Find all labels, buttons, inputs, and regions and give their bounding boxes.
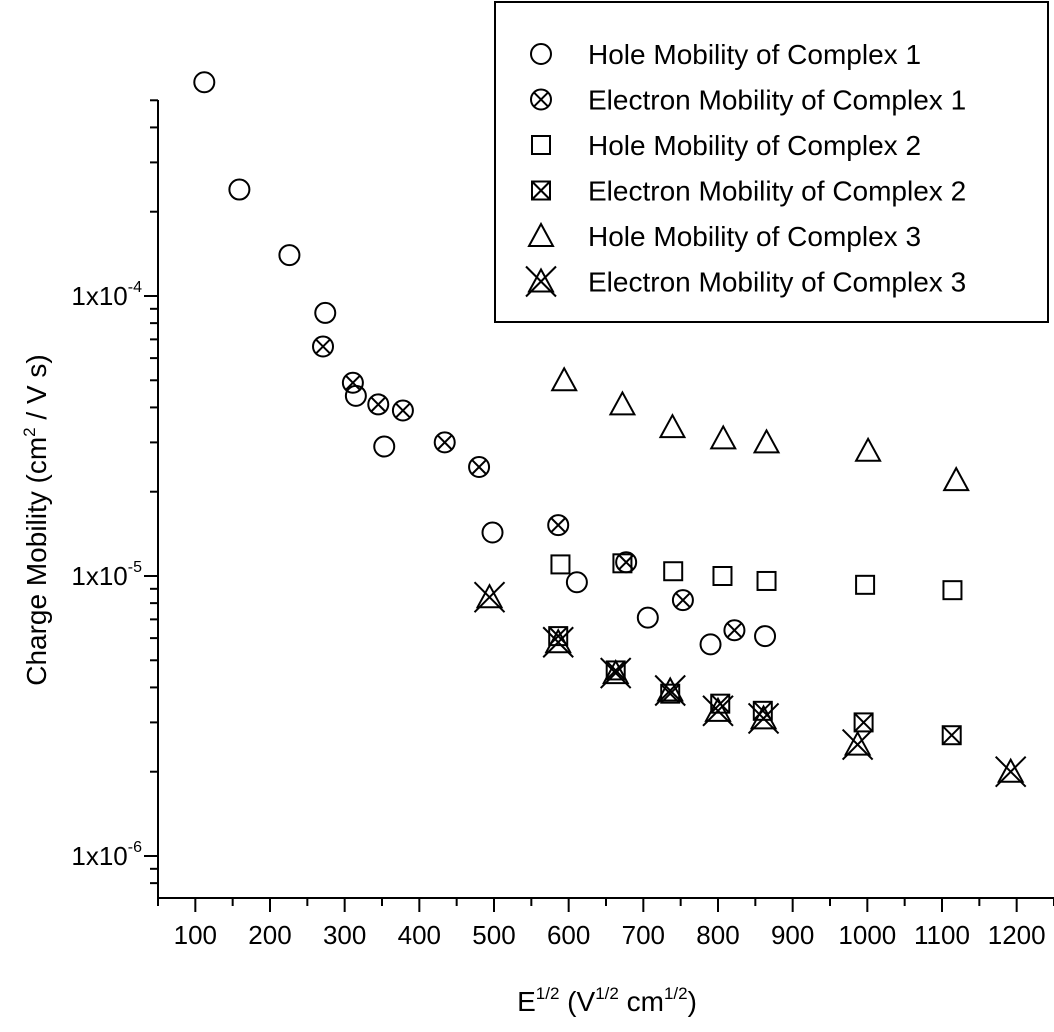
- y-axis-label-text: Charge Mobility (cm: [21, 437, 52, 686]
- data-point: [996, 757, 1026, 787]
- series-6: [475, 582, 1026, 787]
- x-tick-label: 800: [696, 920, 739, 950]
- data-point: [943, 726, 961, 744]
- data-point: [313, 337, 333, 357]
- data-point: [944, 468, 968, 490]
- legend-label: Hole Mobility of Complex 1: [588, 39, 921, 70]
- data-point: [758, 572, 776, 590]
- data-point: [543, 627, 573, 657]
- x-tick-label: 300: [323, 920, 366, 950]
- data-point: [374, 437, 394, 457]
- data-point: [664, 562, 682, 580]
- data-point: [483, 523, 503, 543]
- data-point: [610, 392, 634, 414]
- x-tick-label: 1200: [988, 920, 1046, 950]
- data-point: [229, 180, 249, 200]
- data-point: [567, 572, 587, 592]
- legend-label: Hole Mobility of Complex 2: [588, 130, 921, 161]
- x-ticks: 100 200 300 400 500 600 700 800 900 1000 1100 1200: [158, 898, 1054, 950]
- y-tick-label: 1x10-6: [71, 839, 142, 871]
- x-axis-label-unit: (V: [559, 986, 595, 1017]
- data-point: [435, 432, 455, 452]
- x-axis-label-unit-mid: cm: [619, 986, 664, 1017]
- legend-label: Electron Mobility of Complex 1: [588, 85, 966, 116]
- data-point: [548, 515, 568, 535]
- x-tick-label: 700: [622, 920, 665, 950]
- data-point: [279, 245, 299, 265]
- x-tick-label: 1100: [914, 920, 970, 950]
- x-axis-label-unit-sup2: 1/2: [664, 984, 688, 1003]
- data-point: [660, 415, 684, 437]
- data-point: [601, 658, 631, 688]
- data-point: [343, 373, 363, 393]
- data-point: [551, 555, 569, 573]
- data-point: [755, 626, 775, 646]
- x-tick-label: 200: [248, 920, 291, 950]
- x-axis-label-unit-close: ): [688, 986, 697, 1017]
- data-point: [469, 457, 489, 477]
- data-point: [713, 567, 731, 585]
- series-3: [551, 554, 961, 599]
- data-point: [475, 582, 505, 612]
- data-point: [346, 386, 366, 406]
- y-ticks: 1x10-6 1x10-5 1x10-4: [71, 100, 158, 883]
- data-point: [194, 72, 214, 92]
- data-point: [673, 590, 693, 610]
- data-point: [368, 394, 388, 414]
- data-point: [655, 676, 685, 706]
- data-point: [315, 303, 335, 323]
- series-5: [552, 368, 968, 490]
- x-tick-label: 400: [398, 920, 441, 950]
- legend-label: Hole Mobility of Complex 3: [588, 221, 921, 252]
- data-point: [701, 634, 721, 654]
- data-point: [607, 661, 625, 679]
- x-axis-label-unit-sup1: 1/2: [595, 984, 619, 1003]
- data-point: [552, 368, 576, 390]
- x-axis-label-base: E: [517, 986, 536, 1017]
- y-tick-label: 1x10-5: [71, 559, 142, 591]
- data-point: [856, 576, 874, 594]
- x-axis-label-sup: 1/2: [536, 984, 560, 1003]
- x-tick-label: 1000: [838, 920, 896, 950]
- data-point: [755, 430, 779, 452]
- data-point: [638, 608, 658, 628]
- data-point: [843, 730, 873, 760]
- legend-label: Electron Mobility of Complex 2: [588, 176, 966, 207]
- y-axis-label: Charge Mobility (cm2 / V s): [20, 354, 52, 686]
- x-axis-label: E1/2 (V1/2 cm1/2): [517, 984, 697, 1017]
- series-2: [313, 337, 744, 641]
- data-point: [943, 581, 961, 599]
- x-tick-label: 600: [547, 920, 590, 950]
- y-axis-label-sup: 2: [20, 427, 39, 436]
- y-tick-label: 1x10-4: [71, 279, 142, 311]
- legend-label: Electron Mobility of Complex 3: [588, 267, 966, 298]
- x-tick-label: 100: [174, 920, 217, 950]
- data-point: [724, 620, 744, 640]
- y-axis-label-end: / V s): [21, 354, 52, 427]
- x-tick-label: 500: [472, 920, 515, 950]
- data-point: [711, 426, 735, 448]
- x-tick-label: 900: [771, 920, 814, 950]
- data-point: [393, 401, 413, 421]
- data-point: [855, 713, 873, 731]
- data-point: [856, 439, 880, 461]
